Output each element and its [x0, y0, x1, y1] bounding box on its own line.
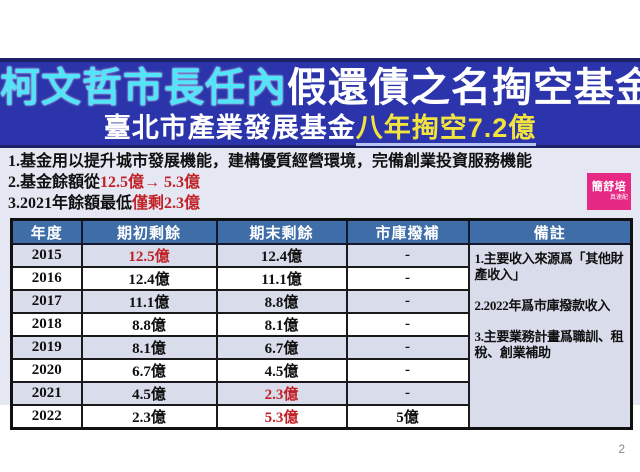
councilor-logo-name: 簡舒培 [591, 181, 627, 193]
cell-end: 11.1億 [215, 266, 348, 291]
bullet-1-text: 1.基金用以提升城市發展機能，建構優質經營環境，完備創業投資服務機能 [8, 153, 533, 170]
note-3: 3.主要業務計畫爲職訓、租稅、創業補助 [474, 329, 624, 360]
cell-subsidy: - [345, 381, 470, 406]
cell-end: 8.1億 [215, 312, 348, 337]
bullet-3-text: 3.2021年餘額最低 [8, 195, 133, 212]
table-row: 2022 2.3億 5.3億 5億 [10, 404, 632, 430]
title-line-1: 柯文哲市長任內假還債之名掏空基金二 [0, 64, 640, 112]
cell-subsidy: - [345, 243, 470, 268]
cell-begin: 8.1億 [80, 335, 218, 360]
bullet-3-red-text: 僅剩2.3億 [132, 195, 201, 212]
table-row: 2020 6.7億 4.5億 - [10, 358, 632, 383]
cell-begin: 8.8億 [80, 312, 218, 337]
councilor-logo-slogan: 真速配 [609, 195, 628, 201]
cell-year: 2021 [10, 381, 83, 406]
col-header-notes: 備註 [467, 218, 633, 245]
cell-begin: 12.4億 [80, 266, 218, 291]
fund-table: 年度 期初剩餘 期末剩餘 市庫撥補 備註 2015 12.5億 12.4億 - … [10, 218, 633, 430]
table-row: 2016 12.4億 11.1億 - [10, 266, 632, 291]
cell-year: 2016 [10, 266, 83, 291]
cell-year: 2019 [10, 335, 83, 360]
bullet-list: 1.基金用以提升城市發展機能，建構優質經營環境，完備創業投資服務機能 2.基金餘… [8, 151, 578, 214]
title-line1-highlight: 柯文哲市長任內 [0, 65, 287, 110]
title-line2-normal: 臺北市產業發展基金 [103, 113, 356, 143]
cell-begin: 11.1億 [80, 289, 218, 314]
cell-year: 2018 [10, 312, 83, 337]
col-header-begin-balance: 期初剩餘 [80, 218, 218, 245]
cell-subsidy: 5億 [345, 404, 470, 430]
note-1: 1.主要收入來源爲「其他財產收入」 [474, 251, 624, 282]
note-2: 2.2022年爲市庫撥款收入 [474, 298, 611, 313]
cell-year: 2020 [10, 358, 83, 383]
cell-begin: 12.5億 [80, 243, 218, 268]
col-header-year: 年度 [10, 218, 83, 245]
cell-subsidy: - [345, 312, 470, 337]
title-banner: 柯文哲市長任內假還債之名掏空基金二 臺北市產業發展基金八年掏空7.2億 [0, 58, 640, 148]
notes-cell: 1.主要收入來源爲「其他財產收入」 2.2022年爲市庫撥款收入 3.主要業務計… [467, 243, 633, 430]
table-row: 2021 4.5億 2.3億 - [10, 381, 632, 406]
councilor-logo: 簡舒培 真速配 [587, 173, 631, 210]
bullet-2-red-text: 12.5億→ 5.3億 [100, 174, 201, 191]
cell-subsidy: - [345, 289, 470, 314]
col-header-subsidy: 市庫撥補 [345, 218, 470, 245]
cell-subsidy: - [345, 358, 470, 383]
cell-year: 2017 [10, 289, 83, 314]
cell-year: 2022 [10, 404, 83, 430]
cell-end: 4.5億 [215, 358, 348, 383]
cell-begin: 2.3億 [80, 404, 218, 430]
table-row: 2019 8.1億 6.7億 - [10, 335, 632, 360]
cell-subsidy: - [345, 335, 470, 360]
bullet-2: 2.基金餘額從12.5億→ 5.3億 [8, 172, 578, 193]
table-row: 2018 8.8億 8.1億 - [10, 312, 632, 337]
title-line2-highlight: 八年掏空7.2億 [355, 113, 537, 146]
cell-begin: 4.5億 [80, 381, 218, 406]
bullet-2-text: 2.基金餘額從 [8, 174, 101, 191]
title-line1-rest: 假還債之名掏空基金二 [287, 65, 640, 110]
cell-year: 2015 [10, 243, 83, 268]
title-line-2: 臺北市產業發展基金八年掏空7.2億 [0, 113, 640, 146]
cell-end: 5.3億 [215, 404, 348, 430]
table-row: 2015 12.5億 12.4億 - 1.主要收入來源爲「其他財產收入」 2.2… [10, 243, 633, 430]
cell-end: 6.7億 [215, 335, 348, 360]
content-area: 1.基金用以提升城市發展機能，建構優質經營環境，完備創業投資服務機能 2.基金餘… [0, 148, 640, 430]
cell-end: 2.3億 [215, 381, 348, 406]
table-header-row: 年度 期初剩餘 期末剩餘 市庫撥補 備註 [10, 218, 633, 245]
page-number: 2 [618, 442, 625, 456]
col-header-end-balance: 期末剩餘 [215, 218, 348, 245]
bullet-3: 3.2021年餘額最低僅剩2.3億 [8, 193, 578, 214]
cell-end: 8.8億 [215, 289, 348, 314]
cell-begin: 6.7億 [80, 358, 218, 383]
cell-end: 12.4億 [215, 243, 348, 268]
table-row: 2017 11.1億 8.8億 - [10, 289, 632, 314]
bullet-1: 1.基金用以提升城市發展機能，建構優質經營環境，完備創業投資服務機能 [8, 151, 578, 172]
cell-subsidy: - [345, 266, 470, 291]
